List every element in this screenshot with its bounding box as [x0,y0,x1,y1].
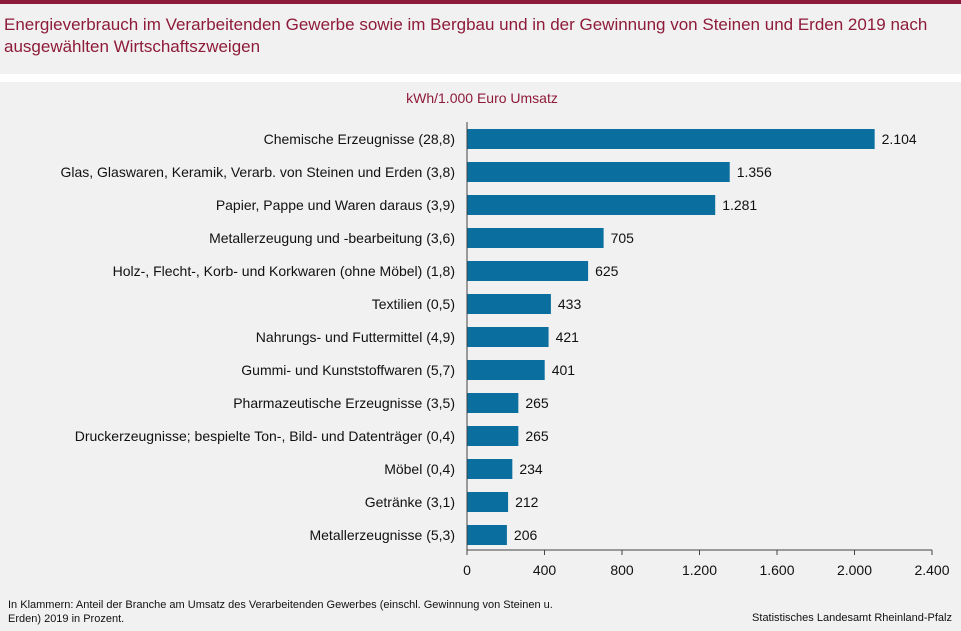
bar-value-label: 705 [611,230,635,246]
bar [467,228,604,248]
category-label: Pharmazeutische Erzeugnisse (3,5) [233,395,455,411]
x-tick-label: 1.600 [759,562,794,578]
bar [467,261,589,281]
bars-group: Chemische Erzeugnisse (28,8) 2.104 Glas, G… [60,129,917,545]
title-divider [0,74,961,82]
category-label: Druckerzeugnisse; bespielte Ton-, Bild- … [75,428,455,444]
category-label: Chemische Erzeugnisse (28,8) [264,131,455,147]
category-label: Gummi- und Kunststoffwaren (5,7) [241,362,455,378]
bar [467,129,875,149]
x-tick-label: 2.400 [914,562,949,578]
category-label: Möbel (0,4) [384,461,455,477]
bar [467,459,513,479]
x-tick-label: 0 [463,562,471,578]
bar-value-label: 265 [525,428,549,444]
bar [467,162,730,182]
footnote: In Klammern: Anteil der Branche am Umsat… [8,599,553,625]
bar-value-label: 421 [556,329,580,345]
bar-value-label: 625 [595,263,619,279]
category-label: Papier, Pappe und Waren daraus (3,9) [216,197,455,213]
bar-value-label: 1.281 [722,197,757,213]
bar [467,294,551,314]
chart-title: Energieverbrauch im Verarbeitenden Gewer… [4,15,928,56]
x-tick-label: 800 [610,562,634,578]
bar-value-label: 433 [558,296,582,312]
x-tick-label: 2.000 [837,562,872,578]
bar [467,393,519,413]
bar-value-label: 2.104 [882,131,917,147]
bar-value-label: 265 [525,395,549,411]
bar-value-label: 206 [514,527,538,543]
category-label: Textilien (0,5) [372,296,455,312]
source-credit: Statistisches Landesamt Rheinland-Pfalz [752,612,952,624]
category-label: Getränke (3,1) [365,494,455,510]
bar [467,525,507,545]
category-label: Nahrungs- und Futtermittel (4,9) [256,329,455,345]
bar [467,426,519,446]
bar-value-label: 401 [552,362,576,378]
bar [467,492,509,512]
category-label: Holz-, Flecht-, Korb- und Korkwaren (ohn… [113,263,455,279]
category-label: Metallerzeugnisse (5,3) [309,527,455,543]
bar-value-label: 234 [519,461,543,477]
category-label: Metallerzeugung und -bearbeitung (3,6) [209,230,455,246]
bar-value-label: 212 [515,494,539,510]
bar-value-label: 1.356 [737,164,772,180]
top-accent-rule [0,0,961,4]
bar [467,195,716,215]
chart-area: kWh/1.000 Euro Umsatz Chemische Erzeugni… [0,82,961,592]
bar-chart: kWh/1.000 Euro Umsatz Chemische Erzeugni… [60,90,950,578]
x-axis: 0 400 800 1.200 1.600 2.000 2.400 [463,122,950,578]
unit-label: kWh/1.000 Euro Umsatz [406,90,558,106]
x-tick-label: 400 [533,562,557,578]
bar [467,327,549,347]
category-label: Glas, Glaswaren, Keramik, Verarb. von St… [60,164,455,180]
bar [467,360,545,380]
x-tick-label: 1.200 [682,562,717,578]
